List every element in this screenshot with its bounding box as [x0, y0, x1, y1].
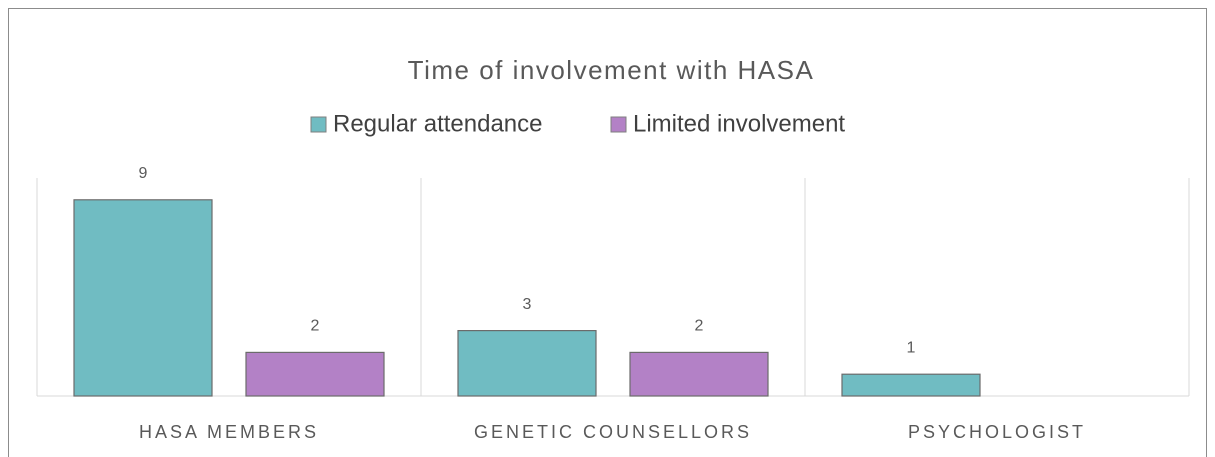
- bar: [245, 351, 385, 397]
- bar: [629, 351, 769, 397]
- bar: [73, 199, 213, 397]
- legend-label: Limited involvement: [633, 110, 845, 137]
- bar: [457, 330, 597, 397]
- x-tick-label: HASA MEMBERS: [139, 422, 319, 442]
- legend-swatch: [610, 116, 627, 133]
- chart-title: Time of involvement with HASA: [408, 55, 815, 85]
- x-tick-label: GENETIC COUNSELLORS: [474, 422, 752, 442]
- bar: [841, 373, 981, 397]
- chart-frame: [8, 8, 1207, 457]
- data-label: 9: [139, 165, 148, 182]
- data-label: 1: [907, 339, 916, 356]
- legend-label: Regular attendance: [333, 110, 542, 137]
- data-label: 3: [523, 296, 532, 313]
- x-tick-label: PSYCHOLOGIST: [908, 422, 1086, 442]
- data-label: 2: [311, 318, 320, 335]
- data-label: 2: [695, 318, 704, 335]
- legend-swatch: [310, 116, 327, 133]
